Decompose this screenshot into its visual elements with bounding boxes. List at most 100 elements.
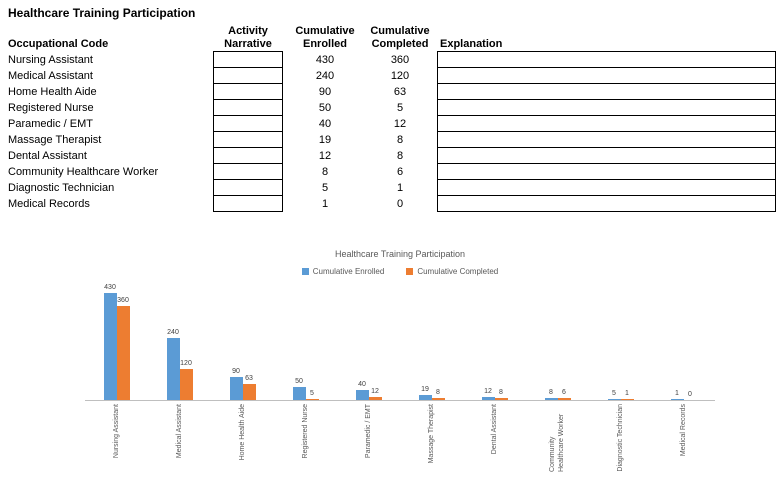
category-cell: Massage Therapist [400, 401, 463, 475]
activity-narrative-cell[interactable] [213, 195, 283, 212]
activity-narrative-cell[interactable] [213, 163, 283, 180]
enrolled-cell: 19 [318, 133, 332, 146]
occupation-cell: Paramedic / EMT [8, 117, 93, 130]
bar [481, 397, 495, 400]
activity-narrative-cell[interactable] [213, 115, 283, 132]
bar [418, 395, 432, 400]
participation-chart: Healthcare Training Participation Cumula… [85, 243, 715, 475]
explanation-cell[interactable] [437, 67, 776, 84]
explanation-cell[interactable] [437, 195, 776, 212]
bar-value-label: 6 [562, 389, 566, 396]
bar-slot: 0 [684, 284, 697, 400]
table-header-row: Occupational Code Activity Narrative Cum… [8, 20, 776, 51]
bar [292, 387, 306, 400]
activity-narrative-cell[interactable] [213, 67, 283, 84]
explanation-cell[interactable] [437, 131, 776, 148]
enrolled-cell: 8 [321, 165, 329, 178]
bar [229, 377, 243, 400]
explanation-cell[interactable] [437, 147, 776, 164]
activity-narrative-cell[interactable] [213, 99, 283, 116]
enrolled-cell: 12 [318, 149, 332, 162]
bar [355, 390, 369, 400]
occupation-cell: Nursing Assistant [8, 53, 93, 66]
bar-value-label: 50 [295, 378, 303, 385]
completed-cell: 1 [396, 181, 404, 194]
bar-group: 40 12 [337, 284, 400, 400]
activity-narrative-cell[interactable] [213, 83, 283, 100]
table-row: Dental Assistant 12 8 [8, 147, 776, 164]
bar-slot: 120 [179, 284, 193, 400]
category-label: Massage Therapist [427, 404, 435, 464]
bar-group: 19 8 [400, 284, 463, 400]
legend-item: Cumulative Completed [406, 267, 498, 276]
explanation-cell[interactable] [437, 115, 776, 132]
activity-narrative-cell[interactable] [213, 51, 283, 68]
completed-cell: 360 [390, 53, 410, 66]
occupation-cell: Medical Records [8, 197, 90, 210]
legend-label: Cumulative Enrolled [312, 266, 385, 276]
completed-cell: 120 [390, 69, 410, 82]
explanation-cell[interactable] [437, 163, 776, 180]
category-cell: Community Healthcare Worker [526, 401, 589, 475]
bar-value-label: 90 [232, 368, 240, 375]
category-cell: Nursing Assistant [85, 401, 148, 475]
bar-slot: 90 [229, 284, 243, 400]
bar-group: 90 63 [211, 284, 274, 400]
bar-value-label: 5 [612, 390, 616, 397]
explanation-cell[interactable] [437, 99, 776, 116]
bar [103, 293, 117, 400]
completed-cell: 12 [393, 117, 407, 130]
bar-value-label: 5 [310, 390, 314, 397]
category-label: Medical Records [679, 404, 687, 457]
occupation-cell: Registered Nurse [8, 101, 94, 114]
category-cell: Dental Assistant [463, 401, 526, 475]
explanation-cell[interactable] [437, 179, 776, 196]
legend-swatch-icon [406, 267, 414, 275]
category-cell: Medical Records [652, 401, 715, 475]
bar-slot: 430 [103, 284, 117, 400]
explanation-cell[interactable] [437, 51, 776, 68]
bar-slot: 8 [431, 284, 445, 400]
bar [557, 398, 571, 400]
category-label: Home Health Aide [238, 404, 246, 461]
category-cell: Medical Assistant [148, 401, 211, 475]
legend-item: Cumulative Enrolled [301, 266, 385, 276]
bar-group: 50 5 [274, 284, 337, 400]
table-row: Massage Therapist 19 8 [8, 131, 776, 148]
enrolled-cell: 90 [318, 85, 332, 98]
bar-value-label: 1 [625, 390, 629, 397]
completed-cell: 8 [396, 133, 404, 146]
bar [166, 338, 180, 400]
bar-value-label: 430 [104, 284, 116, 291]
chart-categories: Nursing Assistant Medical Assistant Home H… [85, 401, 715, 475]
activity-narrative-cell[interactable] [213, 179, 283, 196]
bar-slot: 40 [355, 284, 369, 400]
category-label: Diagnostic Technician [616, 404, 624, 472]
bar [607, 399, 621, 400]
header-cumulative-completed: Cumulative Completed [370, 25, 430, 50]
enrolled-cell: 1 [321, 197, 329, 210]
enrolled-cell: 430 [315, 53, 335, 66]
bar-value-label: 63 [245, 375, 253, 382]
category-label: Community Healthcare Worker [549, 413, 566, 472]
enrolled-cell: 50 [318, 101, 332, 114]
bar-slot: 8 [494, 284, 508, 400]
legend-swatch-icon [301, 267, 309, 275]
bar-slot: 5 [607, 284, 621, 400]
bar-slot: 1 [670, 284, 684, 400]
explanation-cell[interactable] [437, 83, 776, 100]
bar-value-label: 0 [688, 391, 692, 398]
bar-group: 430 360 [85, 284, 148, 400]
category-label: Medical Assistant [175, 404, 183, 459]
bar-slot: 50 [292, 284, 306, 400]
participation-table: Occupational Code Activity Narrative Cum… [8, 20, 776, 212]
activity-narrative-cell[interactable] [213, 147, 283, 164]
table-row: Medical Assistant 240 120 [8, 67, 776, 84]
activity-narrative-cell[interactable] [213, 131, 283, 148]
table-body: Nursing Assistant 430 360 Medical Assist… [8, 51, 776, 212]
legend-label: Cumulative Completed [417, 266, 499, 276]
bar-slot: 240 [166, 284, 180, 400]
category-cell: Home Health Aide [211, 401, 274, 475]
bar-group: 240 120 [148, 284, 211, 400]
